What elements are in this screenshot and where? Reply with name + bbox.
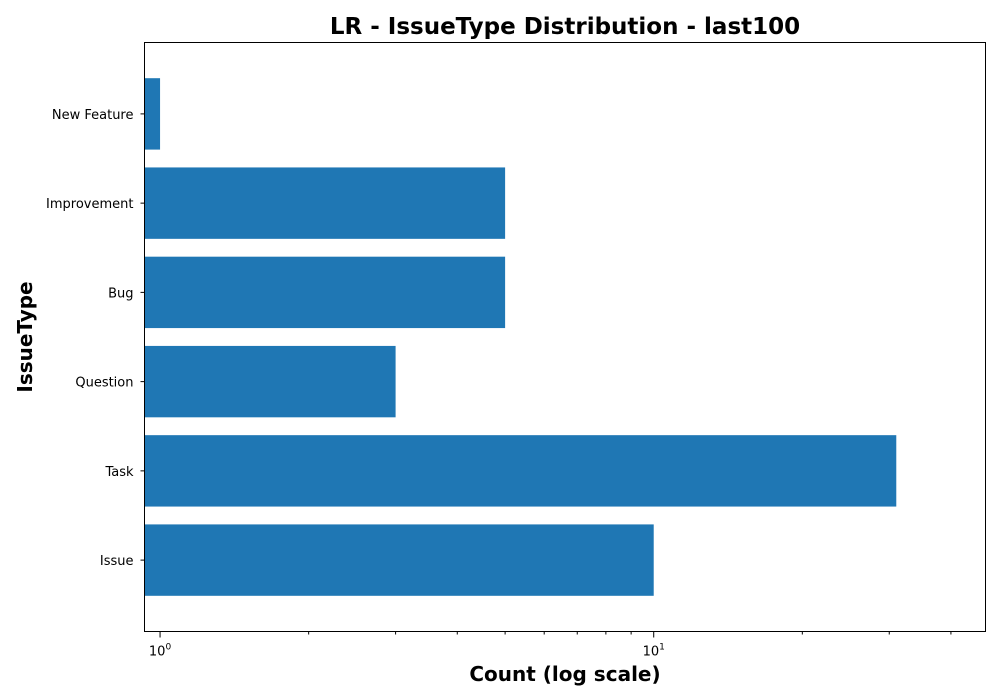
x-axis-ticks: 100 101	[149, 631, 952, 660]
y-tick-label: Task	[104, 465, 134, 480]
bar-question	[144, 345, 396, 418]
bar-improvement	[144, 167, 506, 239]
y-tick-label: Bug	[108, 286, 133, 301]
plot-frame	[144, 42, 986, 632]
y-axis-ticks: Issue Task Question Bug Improvement New Featu…	[46, 108, 145, 569]
x-tick-label: 101	[643, 643, 665, 660]
bar-bug	[144, 256, 506, 329]
bar-issue	[144, 524, 654, 596]
bar-new-feature	[144, 78, 161, 150]
chart-title: LR - IssueType Distribution - last100	[330, 14, 800, 40]
y-tick-label: Question	[75, 376, 133, 391]
x-axis-label: Count (log scale)	[469, 662, 660, 686]
y-tick-label: New Feature	[52, 108, 134, 123]
x-tick-label: 100	[149, 643, 172, 660]
bar-task	[144, 435, 897, 507]
y-tick-label: Improvement	[46, 197, 133, 212]
y-axis-label: IssueType	[13, 281, 37, 392]
bars-group	[144, 78, 897, 596]
y-tick-label: Issue	[100, 554, 134, 569]
